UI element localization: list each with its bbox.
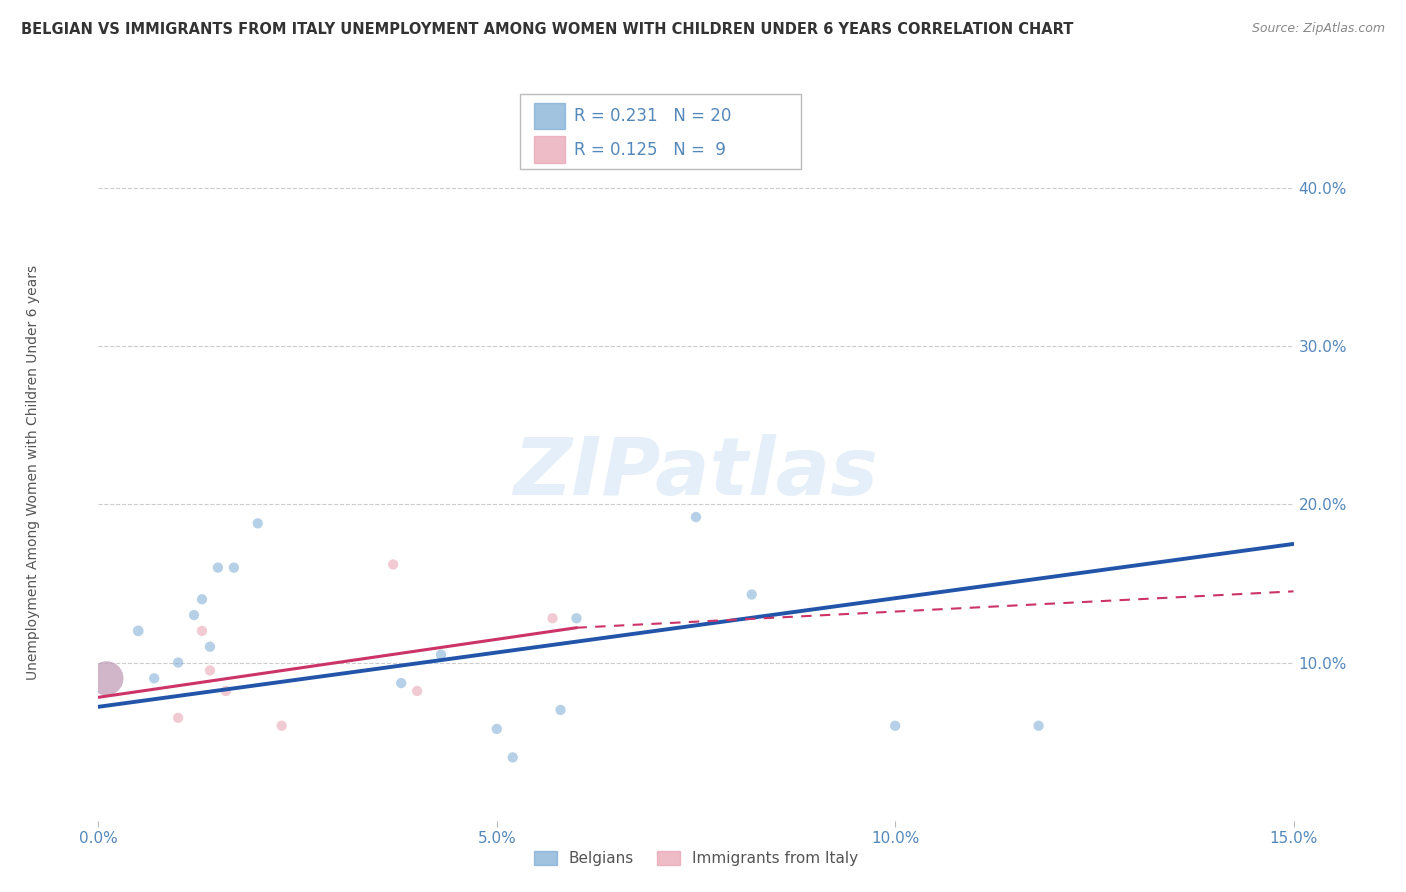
- Point: [685, 510, 707, 524]
- Point: [382, 558, 405, 572]
- Point: [222, 560, 245, 574]
- Point: [741, 587, 763, 601]
- Point: [198, 640, 221, 654]
- Text: R = 0.231   N = 20: R = 0.231 N = 20: [574, 107, 731, 125]
- Text: BELGIAN VS IMMIGRANTS FROM ITALY UNEMPLOYMENT AMONG WOMEN WITH CHILDREN UNDER 6 : BELGIAN VS IMMIGRANTS FROM ITALY UNEMPLO…: [21, 22, 1073, 37]
- Text: Source: ZipAtlas.com: Source: ZipAtlas.com: [1251, 22, 1385, 36]
- Point: [541, 611, 564, 625]
- Text: R = 0.125   N =  9: R = 0.125 N = 9: [574, 141, 725, 159]
- Point: [270, 719, 292, 733]
- Point: [96, 671, 118, 685]
- Legend: Belgians, Immigrants from Italy: Belgians, Immigrants from Italy: [527, 845, 865, 872]
- Point: [191, 592, 214, 607]
- Point: [183, 608, 205, 623]
- Point: [485, 722, 508, 736]
- Point: [502, 750, 524, 764]
- Point: [565, 611, 588, 625]
- Point: [167, 656, 190, 670]
- Point: [127, 624, 149, 638]
- Point: [406, 684, 429, 698]
- Point: [96, 671, 118, 685]
- Point: [207, 560, 229, 574]
- Point: [143, 671, 166, 685]
- Point: [430, 648, 453, 662]
- Point: [246, 516, 269, 531]
- Point: [167, 711, 190, 725]
- Point: [550, 703, 572, 717]
- Point: [191, 624, 214, 638]
- Point: [198, 664, 221, 678]
- Text: ZIPatlas: ZIPatlas: [513, 434, 879, 512]
- Point: [1028, 719, 1050, 733]
- Text: Unemployment Among Women with Children Under 6 years: Unemployment Among Women with Children U…: [25, 265, 39, 681]
- Point: [389, 676, 412, 690]
- Point: [884, 719, 907, 733]
- Point: [215, 684, 238, 698]
